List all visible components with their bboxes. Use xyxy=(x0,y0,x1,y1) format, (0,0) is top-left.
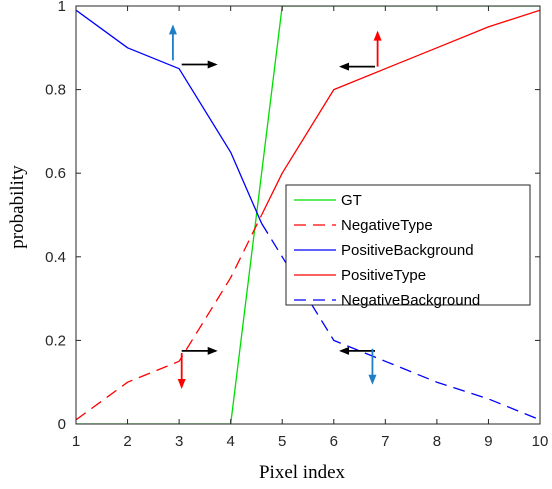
y-axis-title: probability xyxy=(7,165,28,249)
legend-label-gt: GT xyxy=(341,192,362,209)
arrow-left xyxy=(339,62,376,71)
x-tick-label: 7 xyxy=(381,433,389,450)
annotation-layer xyxy=(168,24,382,389)
y-tick-label: 0.8 xyxy=(45,82,66,99)
arrow-down xyxy=(177,352,186,389)
legend: GT NegativeType PositiveBackground Positive… xyxy=(285,184,531,309)
legend-label-negativetype: NegativeType xyxy=(341,217,433,234)
arrow-up xyxy=(373,30,382,67)
y-tick-label: 0.4 xyxy=(45,249,66,266)
x-tick-label: 8 xyxy=(433,433,441,450)
arrow-down xyxy=(368,348,377,385)
x-tick-label: 2 xyxy=(123,433,131,450)
legend-box xyxy=(285,184,531,306)
arrow-right xyxy=(181,346,218,355)
series-line-negativebackground xyxy=(261,223,540,421)
x-tick-label: 9 xyxy=(484,433,492,450)
x-tick-label: 6 xyxy=(330,433,338,450)
x-tick-label: 3 xyxy=(175,433,183,450)
arrow-up xyxy=(168,24,177,61)
x-tick-label: 10 xyxy=(532,433,549,450)
x-tick-label: 1 xyxy=(72,433,80,450)
legend-label-negativebackground: NegativeBackground xyxy=(341,292,480,309)
y-tick-label: 0 xyxy=(58,416,66,433)
arrow-right xyxy=(181,60,218,69)
arrow-left xyxy=(339,346,376,355)
tick-layer: 1 2 3 4 5 6 7 8 9 10 0 0.2 0.4 0.6 0.8 1 xyxy=(45,0,548,450)
series-line-gt xyxy=(76,6,540,424)
x-tick-label: 4 xyxy=(226,433,234,450)
series-line-positivetype xyxy=(261,9,540,216)
series-line-negativetype xyxy=(76,214,263,421)
y-tick-label: 1 xyxy=(58,0,66,15)
axes-box xyxy=(75,5,541,425)
legend-label-positivetype: PositiveType xyxy=(341,267,426,284)
y-tick-label: 0.6 xyxy=(45,165,66,182)
legend-label-positivebackground: PositiveBackground xyxy=(341,242,474,259)
series-layer xyxy=(76,6,540,424)
x-tick-label: 5 xyxy=(278,433,286,450)
y-tick-label: 0.2 xyxy=(45,332,66,349)
x-axis-title: Pixel index xyxy=(259,462,346,483)
series-line-positivebackground xyxy=(76,9,263,224)
